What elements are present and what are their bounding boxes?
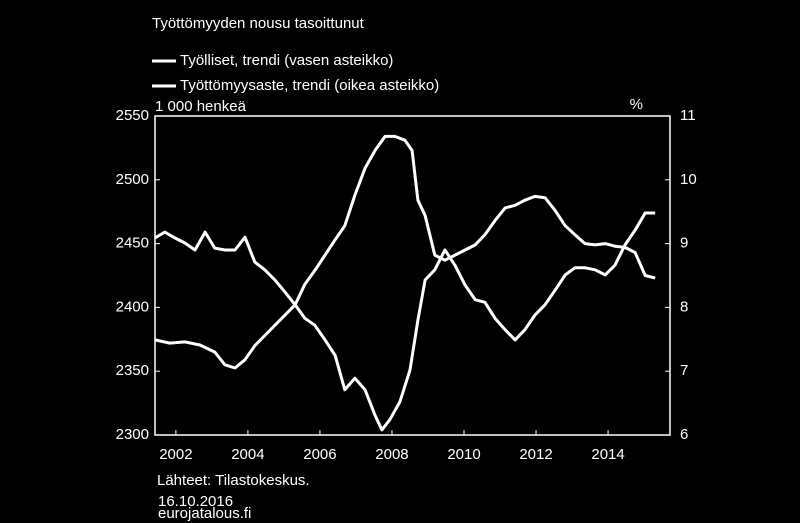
- y-tick-label: 2500: [116, 171, 149, 188]
- site: eurojatalous.fi: [158, 505, 251, 522]
- date: 16.10.2016: [158, 493, 233, 510]
- source: Lähteet: Tilastokeskus.: [157, 472, 310, 489]
- x-tick-label: 2008: [375, 446, 408, 463]
- x-tick-label: 2002: [159, 446, 192, 463]
- y-tick-label: 2400: [116, 298, 149, 315]
- y2-tick-label: 11: [680, 107, 696, 124]
- y2-tick-label: 9: [680, 235, 688, 252]
- x-tick-label: 2010: [447, 446, 480, 463]
- x-tick-label: 2012: [519, 446, 552, 463]
- y2-tick-label: 10: [680, 171, 697, 188]
- x-tick-label: 2006: [303, 446, 336, 463]
- series-line: [154, 134, 656, 370]
- y2-tick-label: 7: [680, 362, 688, 379]
- y2-unit: %: [630, 96, 643, 113]
- chart-title: Työttömyyden nousu tasoittunut: [152, 15, 365, 32]
- y2-tick-label: 8: [680, 298, 688, 315]
- y-tick-label: 2350: [116, 362, 149, 379]
- y-unit: 1 000 henkeä: [155, 98, 247, 115]
- legend-label: Työlliset, trendi (vasen asteikko): [180, 52, 393, 69]
- y-tick-label: 2450: [116, 235, 149, 252]
- y2-tick-label: 6: [680, 426, 688, 443]
- plot-frame: [154, 115, 671, 436]
- y-tick-label: 2550: [116, 107, 149, 124]
- y-tick-label: 2300: [116, 426, 149, 443]
- x-tick-label: 2014: [591, 446, 624, 463]
- series-line: [154, 211, 656, 432]
- legend-label: Työttömyysaste, trendi (oikea asteikko): [180, 77, 439, 94]
- x-tick-label: 2004: [231, 446, 264, 463]
